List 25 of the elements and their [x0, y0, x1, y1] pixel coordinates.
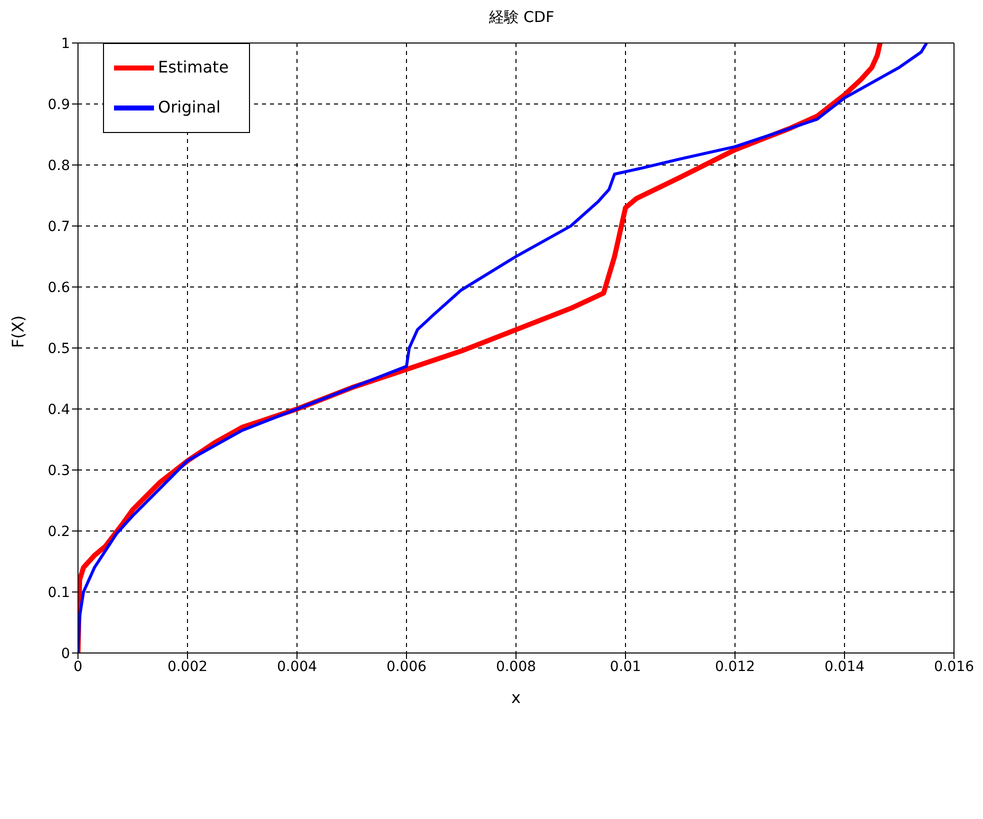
x-tick-label: 0 — [74, 658, 82, 675]
legend-label: Estimate — [158, 57, 229, 76]
y-tick-label: 0.5 — [48, 340, 70, 357]
y-tick-label: 0.8 — [48, 158, 70, 174]
y-axis-title: F(X) — [8, 315, 28, 348]
y-tick-label: 0 — [61, 646, 70, 662]
y-tick-label: 0.9 — [48, 96, 70, 113]
legend-label: Original — [158, 97, 221, 116]
chart-title: 経験 CDF — [488, 8, 556, 28]
x-tick-label: 0.01 — [610, 658, 642, 675]
y-tick-label: 0.4 — [48, 402, 70, 418]
y-tick-label: 1 — [61, 36, 70, 52]
x-axis-title: x — [511, 688, 521, 707]
x-tick-label: 0.004 — [276, 658, 318, 675]
x-tick-label: 0.008 — [496, 658, 536, 675]
x-tick-label: 0.002 — [167, 658, 208, 675]
y-tick-label: 0.1 — [48, 584, 70, 601]
y-tick-label: 0.6 — [48, 280, 70, 296]
x-tick-label: 0.016 — [934, 658, 974, 675]
y-tick-label: 0.3 — [48, 462, 70, 479]
y-tick-label: 0.2 — [48, 524, 70, 540]
x-tick-label: 0.006 — [386, 658, 427, 675]
y-tick-label: 0.7 — [48, 218, 70, 235]
x-tick-label: 0.014 — [824, 658, 865, 675]
x-tick-label: 0.012 — [714, 658, 756, 675]
